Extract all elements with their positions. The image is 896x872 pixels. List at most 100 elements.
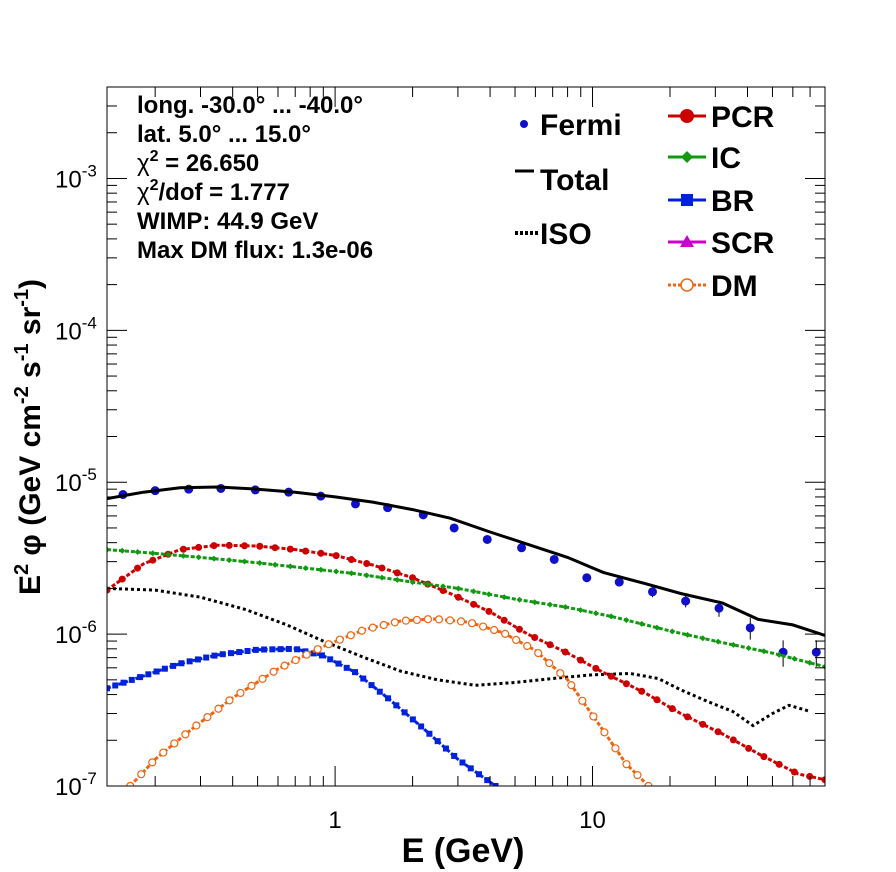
- legend-left-label: Fermi: [540, 109, 622, 142]
- dm-marker: [225, 696, 234, 705]
- dm-marker: [390, 618, 399, 627]
- total-line: [107, 485, 825, 637]
- ic-marker: [791, 655, 798, 662]
- br-marker: [360, 675, 367, 682]
- br-marker: [467, 765, 474, 772]
- pcr-marker: [332, 552, 340, 560]
- pcr-marker: [256, 542, 264, 550]
- pcr-marker: [821, 776, 825, 784]
- dm-marker: [622, 760, 631, 769]
- iso-line: [107, 586, 811, 728]
- dm-marker: [379, 620, 388, 630]
- dm-marker: [159, 748, 168, 757]
- pcr-marker: [240, 542, 248, 550]
- br-marker: [161, 665, 168, 672]
- ic-marker: [363, 572, 370, 579]
- dm-marker: [578, 696, 587, 705]
- y-axis-label-part: ): [14, 279, 47, 289]
- ic-marker: [562, 604, 569, 611]
- y-tick-exponent: -7: [82, 769, 97, 788]
- br-marker: [120, 679, 127, 686]
- dm-marker: [523, 641, 532, 651]
- y-tick-label: 10-5: [55, 465, 97, 497]
- dm-marker: [467, 619, 477, 628]
- ic-marker: [653, 624, 660, 631]
- pcr-marker: [439, 587, 447, 595]
- dm-marker: [335, 635, 344, 644]
- info-line: Max DM flux: 1.3e-06: [137, 237, 373, 264]
- ic-marker: [302, 565, 309, 572]
- dm-marker: [600, 728, 609, 737]
- fermi-point: [549, 554, 559, 564]
- dm-marker: [148, 758, 157, 767]
- br-marker: [219, 651, 226, 658]
- br-marker: [153, 668, 160, 675]
- y-axis-label-part: φ (GeV cm: [14, 404, 47, 564]
- info-value: /dof = 1.777: [159, 179, 290, 206]
- x-tick-label: 10: [579, 807, 606, 834]
- pcr-marker: [378, 564, 386, 572]
- pcr-marker: [760, 753, 768, 761]
- dm-marker: [291, 656, 300, 665]
- ic-marker: [241, 558, 248, 565]
- pcr-marker: [485, 607, 493, 615]
- br-marker: [310, 650, 317, 657]
- series-layer: [107, 483, 825, 786]
- ic-marker: [516, 596, 523, 603]
- x-tick-label: 1: [328, 807, 341, 834]
- y-axis-label-part: -1: [11, 343, 33, 361]
- y-axis-label-part: 2: [11, 564, 33, 575]
- series-iso: [107, 586, 811, 728]
- br-marker: [335, 660, 342, 667]
- y-tick-label: 10-6: [55, 617, 97, 649]
- info-line: χ2/dof = 1.777: [137, 177, 290, 206]
- br-marker: [418, 723, 425, 730]
- br-marker: [269, 646, 276, 653]
- y-tick-base: 10: [55, 166, 82, 193]
- dm-marker: [203, 713, 212, 722]
- legend-right: PCR IC BR SCR DM: [668, 101, 775, 303]
- y-tick-label: 10-7: [55, 769, 97, 801]
- pcr-marker: [317, 549, 325, 557]
- y-tick-base: 10: [55, 622, 82, 649]
- br-marker: [194, 656, 201, 663]
- br-marker: [484, 777, 491, 784]
- br-marker: [186, 658, 193, 665]
- pcr-marker: [577, 656, 585, 664]
- br-marker: [442, 745, 449, 752]
- ic-marker: [226, 557, 233, 564]
- y-axis-label-part: -2: [11, 386, 33, 404]
- chi-symbol: χ: [137, 179, 150, 206]
- br-marker: [426, 730, 433, 737]
- y-axis-label-part: sr: [14, 306, 47, 343]
- pcr-marker: [775, 760, 783, 768]
- pcr-marker: [607, 672, 615, 680]
- pcr-marker: [729, 736, 737, 744]
- fermi-point: [681, 596, 691, 606]
- dm-marker: [567, 681, 576, 690]
- y-tick-exponent: -4: [82, 313, 97, 332]
- ic-marker: [119, 547, 126, 554]
- pcr-marker: [393, 569, 401, 577]
- dm-marker: [269, 667, 278, 676]
- y-tick-base: 10: [55, 318, 82, 345]
- dm-marker: [258, 674, 267, 683]
- pcr-marker: [409, 574, 417, 582]
- ic-marker: [394, 576, 401, 583]
- fermi-point: [482, 534, 492, 544]
- dm-marker: [247, 681, 256, 690]
- ic-marker: [378, 574, 385, 581]
- dm-marker: [501, 629, 510, 638]
- fermi-point: [811, 647, 821, 657]
- br-marker: [294, 646, 301, 653]
- pcr-marker: [225, 541, 233, 549]
- dm-marker: [302, 650, 311, 659]
- dm-marker: [368, 623, 377, 632]
- pcr-marker: [470, 600, 478, 608]
- br-marker: [128, 676, 135, 683]
- series-dm: [126, 615, 653, 786]
- pcr-marker: [500, 616, 508, 624]
- ic-marker: [745, 645, 752, 652]
- y-tick-base: 10: [55, 470, 82, 497]
- br-marker: [236, 649, 243, 656]
